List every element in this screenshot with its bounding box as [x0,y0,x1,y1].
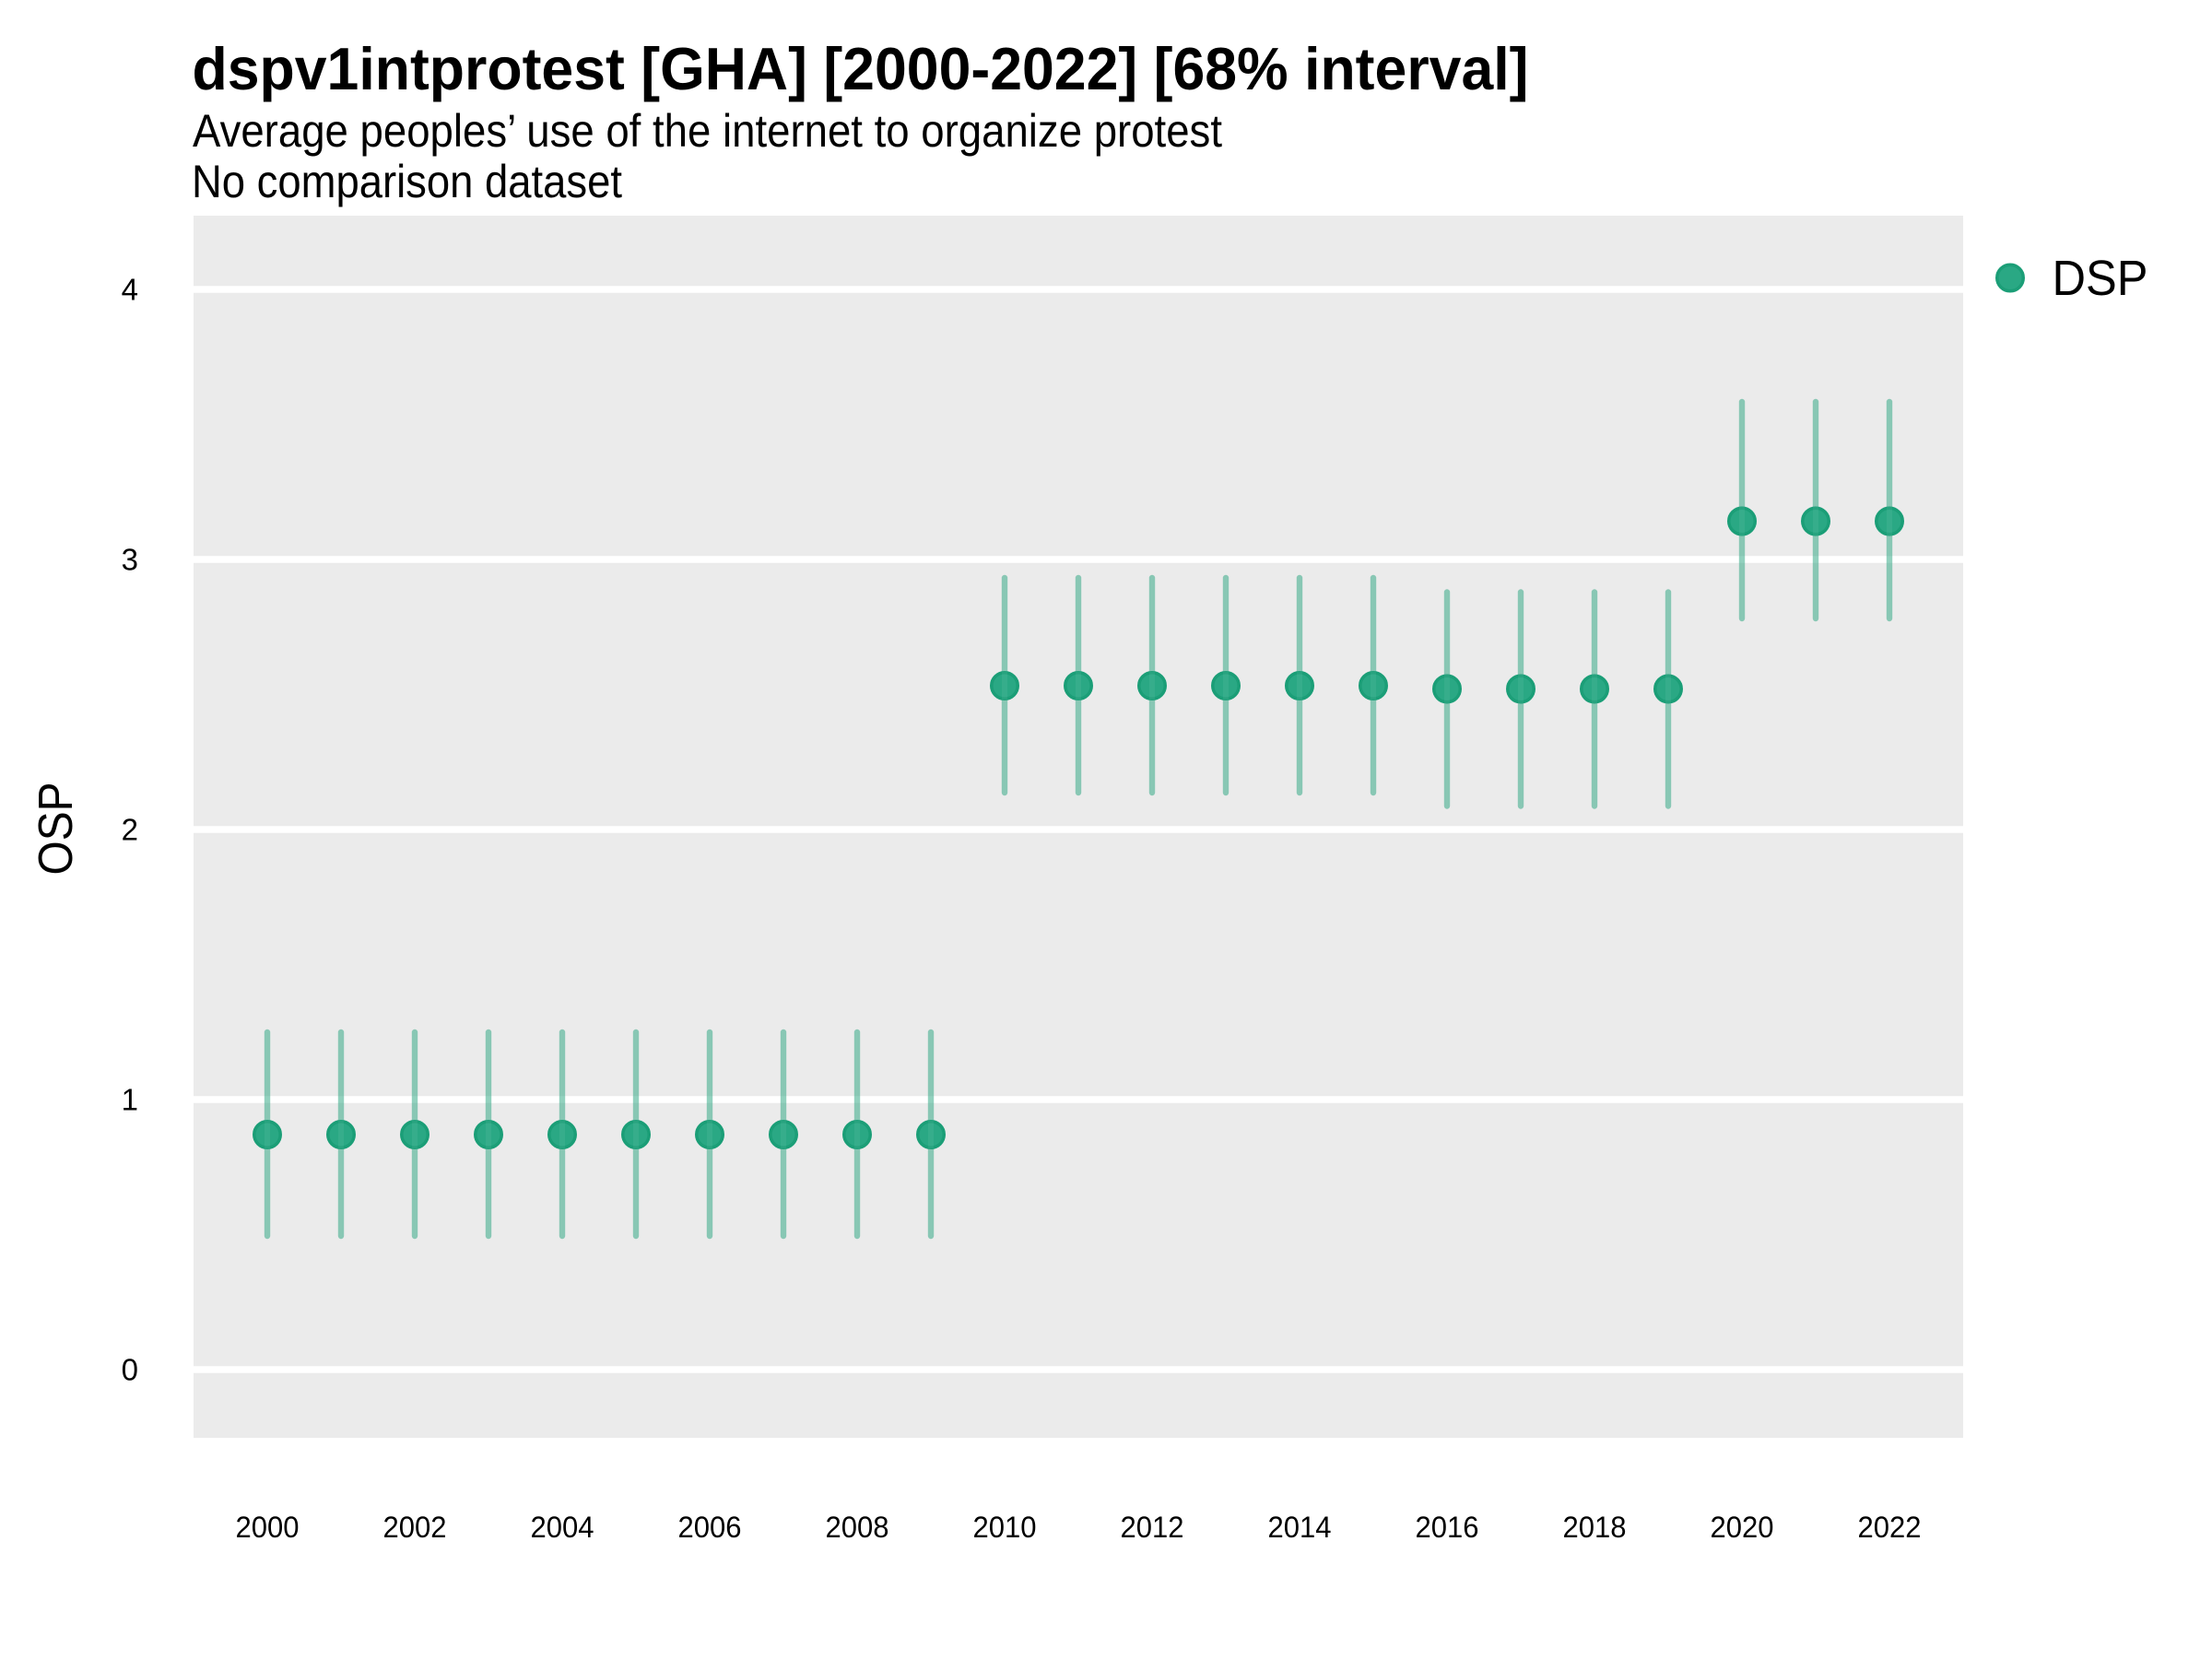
svg-text:2010: 2010 [973,1511,1037,1544]
svg-text:2020: 2020 [1711,1511,1774,1544]
svg-text:2000: 2000 [236,1511,300,1544]
svg-text:2016: 2016 [1416,1511,1479,1544]
svg-text:OSP: OSP [29,782,83,876]
svg-text:Average peoples’ use of the in: Average peoples’ use of the internet to … [193,105,1222,157]
svg-text:DSP: DSP [2053,251,2148,306]
svg-text:2008: 2008 [826,1511,889,1544]
svg-text:0: 0 [122,1353,138,1387]
svg-text:2006: 2006 [678,1511,742,1544]
svg-text:dspv1intprotest [GHA] [2000-20: dspv1intprotest [GHA] [2000-2022] [68% i… [193,35,1529,102]
svg-text:2014: 2014 [1268,1511,1332,1544]
svg-text:2: 2 [122,813,138,847]
svg-text:2004: 2004 [531,1511,594,1544]
svg-text:2012: 2012 [1121,1511,1184,1544]
svg-text:2018: 2018 [1563,1511,1627,1544]
svg-text:2002: 2002 [383,1511,447,1544]
svg-text:2022: 2022 [1858,1511,1922,1544]
svg-text:No comparison dataset: No comparison dataset [192,156,622,207]
svg-text:4: 4 [122,273,138,307]
svg-text:3: 3 [122,543,138,577]
svg-text:1: 1 [122,1083,138,1117]
